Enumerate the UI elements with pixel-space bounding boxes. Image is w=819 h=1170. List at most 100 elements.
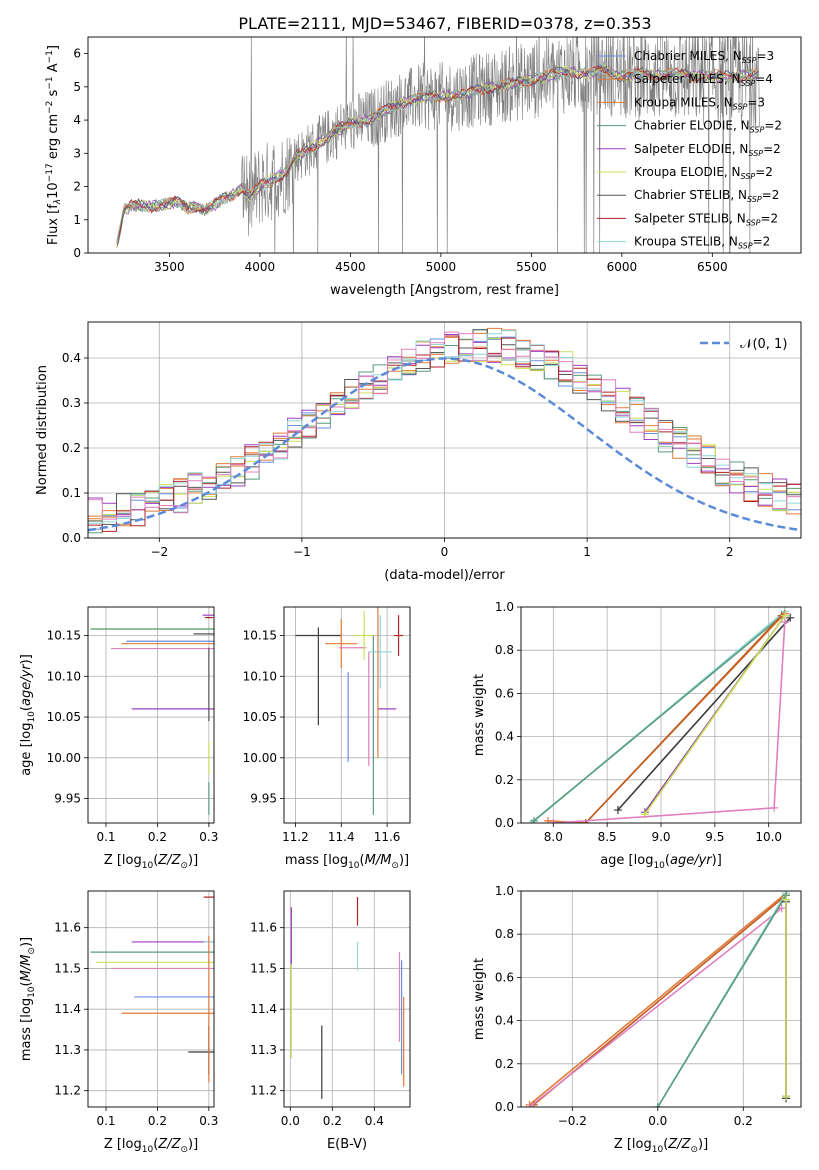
y-axis-label: mass [log10(M/M⊙)] — [19, 937, 37, 1061]
label-part: Z [log — [614, 1137, 652, 1152]
panel-massweight_vs_Z: −0.2 0.0 0.2 0.0 0.2 0.4 0.6 0.8 1.0 Z [log10(Z/Z… — [472, 884, 802, 1155]
label-part: =3 — [747, 95, 765, 109]
x-tick-label: −1 — [293, 545, 311, 559]
label-part: M/M — [19, 955, 34, 982]
label-part: ( — [153, 1137, 158, 1152]
label-part: SSP — [738, 242, 753, 251]
x-tick-label: 9.0 — [651, 830, 670, 844]
label-part: =2 — [753, 235, 771, 249]
label-part: ( — [19, 981, 34, 986]
y-tick-label: 0.0 — [62, 531, 81, 545]
x-tick-label: 11.2 — [282, 830, 309, 844]
label-part: Salpeter MILES, N — [634, 72, 741, 86]
label-part: )] — [188, 853, 198, 868]
legend-label: 𝒩(0, 1) — [740, 337, 787, 352]
axes-frame — [87, 36, 802, 254]
plot-area — [90, 614, 214, 815]
x-tick-label: 5000 — [426, 260, 457, 274]
label-part: ( — [153, 853, 158, 868]
weight-point — [613, 806, 622, 815]
label-part: 10 — [46, 182, 61, 199]
y-tick-label: 10.10 — [47, 669, 81, 683]
x-tick-label: 5500 — [516, 260, 547, 274]
label-part: Kroupa MILES, N — [634, 95, 733, 109]
y-tick-label: 11.2 — [54, 1084, 81, 1098]
x-axis-label: E(B-V) — [327, 1137, 367, 1152]
y-tick-label: 10.00 — [243, 751, 277, 765]
weight-point — [525, 1103, 534, 1107]
plot-area — [525, 891, 791, 1107]
label-part: 10 — [652, 1145, 664, 1155]
weight-line — [617, 617, 791, 811]
weight-line — [528, 892, 787, 1106]
label-part: =2 — [762, 188, 780, 202]
x-tick-label: 0.1 — [96, 1114, 115, 1128]
y-axis-label: Flux [fλ10−17 erg cm−2 s−1 A−1] — [45, 45, 63, 245]
label-part: Z/Z — [157, 853, 181, 868]
y-tick-label: 0.1 — [62, 486, 81, 500]
weight-line — [585, 615, 783, 823]
weight-point — [770, 803, 779, 812]
x-tick-label: 6000 — [607, 260, 638, 274]
legend-label: Kroupa STELIB, NSSP=2 — [634, 235, 770, 251]
y-tick-label: 11.3 — [250, 1043, 277, 1057]
normal-curve — [88, 357, 801, 532]
label-part: 10 — [348, 861, 360, 871]
label-part: SSP — [741, 172, 756, 181]
label-part: Kroupa ELODIE, N — [634, 165, 741, 179]
y-tick-label: 1 — [73, 213, 81, 227]
x-tick-label: 0.2 — [734, 1114, 753, 1128]
x-axis-label: wavelength [Angstrom, rest frame] — [330, 283, 559, 298]
y-tick-label: 11.4 — [54, 1002, 81, 1016]
x-tick-label: 0 — [441, 545, 449, 559]
weight-line — [529, 907, 783, 1107]
y-tick-label: 3 — [73, 146, 81, 160]
label-part: ( — [663, 1137, 668, 1152]
x-axis-label: mass [log10(M/M⊙)] — [285, 853, 409, 871]
x-tick-label: 6500 — [697, 260, 728, 274]
label-part: )] — [19, 654, 34, 664]
x-tick-label: 0.3 — [199, 830, 218, 844]
legend-label: Salpeter ELODIE, NSSP=2 — [634, 142, 781, 158]
y-tick-label: 0.8 — [495, 643, 514, 657]
weight-point — [543, 816, 552, 823]
label-part: −2 — [45, 101, 55, 114]
weight-point — [549, 819, 558, 823]
x-tick-label: 0.4 — [365, 1114, 384, 1128]
panel-spectrum: 3500 4000 4500 5000 5500 6000 6500 0 1 2 3 4 5 6 wavel… — [45, 36, 802, 298]
x-tick-label: 11.4 — [328, 830, 355, 844]
plot-area — [295, 607, 404, 815]
y-tick-label: 0.4 — [495, 730, 514, 744]
label-part: ⊙ — [27, 947, 37, 955]
y-tick-label: 0.6 — [495, 686, 514, 700]
label-part: ⊙ — [391, 861, 399, 871]
y-tick-label: 11.6 — [54, 921, 81, 935]
legend-label: Kroupa ELODIE, NSSP=2 — [634, 165, 773, 181]
label-part: ( — [360, 853, 365, 868]
label-part: )] — [399, 853, 409, 868]
label-part: SSP — [748, 149, 763, 158]
axes-frame — [87, 321, 802, 539]
label-part: =2 — [755, 165, 773, 179]
label-part: =2 — [764, 119, 782, 133]
y-tick-label: 0.4 — [495, 1014, 514, 1028]
y-tick-label: 11.4 — [250, 1002, 277, 1016]
weight-point — [782, 895, 791, 904]
label-part: 10 — [27, 986, 37, 998]
label-part: mass [log — [285, 853, 348, 868]
y-tick-label: 1.0 — [495, 884, 514, 898]
x-axis-label: age [log10(age/yr)] — [600, 853, 722, 871]
weight-point — [782, 1092, 791, 1101]
label-part: s — [46, 89, 61, 100]
label-part: =4 — [755, 72, 773, 86]
weight-point — [780, 618, 789, 627]
x-tick-label: 3500 — [154, 260, 185, 274]
histogram-step-line — [88, 330, 801, 524]
label-part: =2 — [763, 142, 781, 156]
label-part: ⊙ — [690, 1145, 698, 1155]
panels: 3500 4000 4500 5000 5500 6000 6500 0 1 2 3 4 5 6 wavel… — [19, 36, 802, 1155]
weight-line — [644, 615, 786, 815]
y-tick-label: 10.05 — [243, 710, 277, 724]
panel-residuals: −2 −1 0 1 2 0.0 0.1 0.2 0.3 0.4 (data-model)/error… — [35, 321, 802, 583]
label-part: =2 — [760, 211, 778, 225]
